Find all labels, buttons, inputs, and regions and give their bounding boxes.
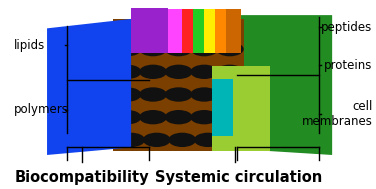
Circle shape — [216, 110, 244, 124]
Polygon shape — [212, 15, 332, 155]
Circle shape — [114, 87, 141, 102]
Bar — [204, 9, 215, 53]
Circle shape — [114, 65, 141, 79]
Text: lipids: lipids — [14, 39, 45, 52]
Circle shape — [190, 42, 218, 56]
Circle shape — [168, 133, 196, 147]
Bar — [113, 19, 244, 151]
Polygon shape — [47, 19, 131, 155]
Text: peptides: peptides — [321, 21, 372, 34]
Text: proteins: proteins — [324, 59, 372, 72]
Bar — [168, 9, 182, 53]
Circle shape — [139, 87, 167, 102]
Circle shape — [216, 87, 244, 102]
Circle shape — [165, 87, 193, 102]
Circle shape — [190, 87, 218, 102]
Text: Systemic circulation: Systemic circulation — [155, 170, 323, 185]
Text: Biocompatibility: Biocompatibility — [14, 170, 149, 185]
Bar — [215, 9, 226, 53]
Circle shape — [216, 42, 244, 56]
Polygon shape — [212, 79, 233, 136]
Circle shape — [139, 110, 167, 124]
Circle shape — [216, 65, 244, 79]
Bar — [226, 9, 241, 53]
Circle shape — [139, 65, 167, 79]
Circle shape — [194, 133, 222, 147]
Text: polymers: polymers — [14, 103, 69, 116]
Circle shape — [117, 133, 145, 147]
Circle shape — [165, 110, 193, 124]
Bar — [182, 9, 193, 53]
Circle shape — [114, 42, 141, 56]
Polygon shape — [131, 8, 168, 53]
Circle shape — [165, 65, 193, 79]
Text: cell
membranes: cell membranes — [302, 100, 372, 128]
Circle shape — [114, 110, 141, 124]
Circle shape — [139, 42, 167, 56]
Circle shape — [220, 133, 247, 147]
Circle shape — [190, 110, 218, 124]
Circle shape — [190, 65, 218, 79]
Polygon shape — [212, 66, 270, 151]
Circle shape — [143, 133, 171, 147]
Circle shape — [165, 42, 193, 56]
Bar — [193, 9, 204, 53]
